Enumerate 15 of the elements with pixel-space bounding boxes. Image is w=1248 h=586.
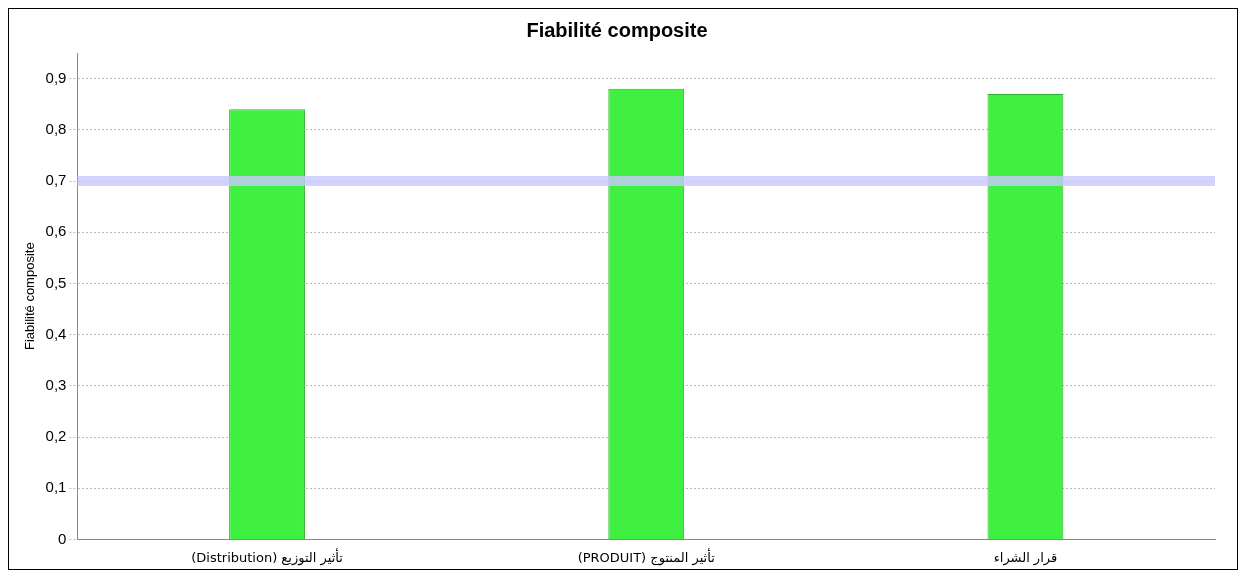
x-tick-label: (PRODUIT) تأثير المنتوج	[577, 547, 716, 566]
x-tick-label: قرار الشراء	[993, 549, 1058, 566]
y-tick-label: 0	[58, 529, 67, 547]
y-tick-label: 0,3	[45, 375, 67, 393]
y-tick-label: 0,5	[45, 273, 67, 291]
y-tick-label: 0,8	[45, 119, 67, 137]
y-axis-title: Fiabilité composite	[22, 242, 38, 351]
y-tick-label: 0,9	[45, 68, 67, 86]
y-tick-label: 0,4	[45, 324, 67, 342]
y-tick-label: 0,2	[45, 427, 67, 445]
y-tick-label: 0,7	[45, 171, 67, 189]
chart-title: Fiabilité composite	[526, 18, 708, 41]
y-tick-label: 0,6	[45, 222, 67, 240]
y-tick-label: 0,1	[45, 478, 67, 496]
x-tick-label: (Distribution) تأثير التوزيع	[191, 547, 344, 566]
